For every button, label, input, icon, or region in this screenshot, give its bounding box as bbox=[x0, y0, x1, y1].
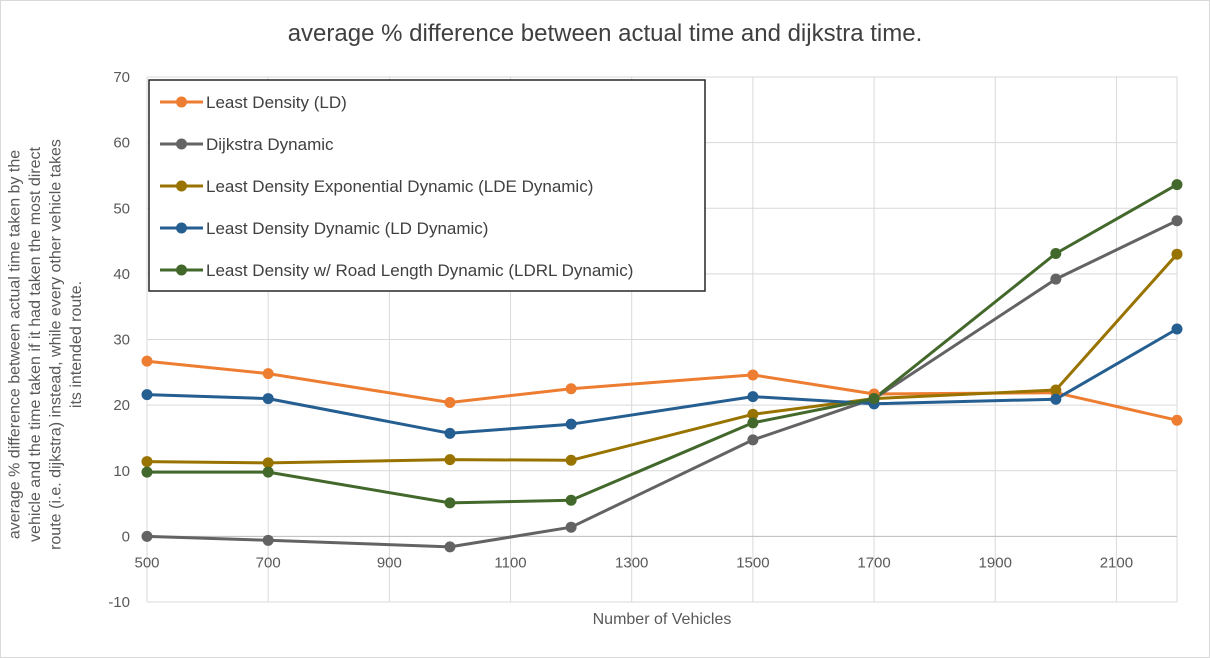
x-tick-label: 1900 bbox=[979, 554, 1012, 571]
data-point bbox=[141, 466, 153, 478]
series-lines bbox=[146, 183, 1179, 549]
data-point bbox=[444, 454, 456, 466]
legend-swatch-marker bbox=[176, 222, 187, 234]
y-axis-title-line: average % difference between actual time… bbox=[6, 150, 23, 539]
x-tick-labels: 500 700 900 1100 1300 1500 1700 1900 2100 bbox=[134, 554, 1133, 571]
data-point bbox=[868, 393, 880, 405]
y-tick-label: 0 bbox=[122, 528, 130, 545]
legend-swatch-marker bbox=[176, 264, 187, 276]
data-point bbox=[444, 397, 456, 408]
data-point bbox=[262, 466, 274, 478]
data-point bbox=[1171, 414, 1183, 426]
data-point bbox=[747, 408, 759, 420]
data-point bbox=[747, 391, 759, 403]
legend-label: Least Density Exponential Dynamic (LDE D… bbox=[206, 177, 593, 196]
legend-swatch-marker bbox=[176, 180, 187, 192]
data-point bbox=[1050, 273, 1062, 285]
x-axis-title: Number of Vehicles bbox=[593, 611, 732, 628]
y-axis-title-line: its intended route. bbox=[68, 281, 85, 408]
x-tick-label: 1100 bbox=[494, 554, 526, 571]
x-tick-label: 500 bbox=[134, 554, 159, 571]
legend-label: Least Density (LD) bbox=[206, 93, 347, 112]
legend-label: Least Density w/ Road Length Dynamic (LD… bbox=[206, 261, 633, 280]
data-point bbox=[1050, 393, 1062, 405]
data-point bbox=[262, 457, 274, 469]
data-point bbox=[141, 355, 153, 367]
x-tick-label: 1500 bbox=[736, 554, 769, 571]
y-tick-label: 50 bbox=[113, 200, 130, 217]
legend-label: Least Density Dynamic (LD Dynamic) bbox=[206, 219, 488, 238]
y-tick-label: -10 bbox=[108, 594, 130, 611]
data-point bbox=[747, 369, 759, 381]
x-tick-label: 700 bbox=[256, 554, 281, 571]
y-axis-title: average % difference between actual time… bbox=[6, 139, 85, 550]
y-axis-title-line: vehicle and the time taken if it had tak… bbox=[27, 147, 44, 542]
data-point bbox=[1050, 248, 1062, 260]
data-point bbox=[1171, 323, 1183, 335]
data-point bbox=[565, 454, 577, 466]
data-point bbox=[565, 494, 577, 506]
data-point bbox=[262, 534, 274, 546]
y-tick-label: 70 bbox=[113, 69, 130, 86]
x-tick-label: 1700 bbox=[857, 554, 890, 571]
data-point bbox=[747, 434, 759, 446]
y-axis-title-line: route (i.e. dijkstra) instead, while eve… bbox=[47, 139, 64, 550]
data-point bbox=[1171, 248, 1183, 260]
data-point bbox=[444, 427, 456, 439]
legend-swatch-marker bbox=[176, 96, 187, 108]
chart-title: average % difference between actual time… bbox=[287, 20, 923, 47]
data-point bbox=[444, 541, 456, 553]
data-point bbox=[1050, 384, 1062, 396]
data-point bbox=[747, 417, 759, 429]
series-line bbox=[147, 183, 1178, 505]
x-tick-label: 900 bbox=[377, 554, 402, 571]
y-tick-label: 10 bbox=[113, 463, 130, 480]
legend-box bbox=[148, 79, 706, 292]
y-tick-label: 30 bbox=[113, 332, 130, 349]
data-point bbox=[565, 521, 577, 533]
legend-swatch-marker bbox=[176, 138, 187, 150]
data-point bbox=[565, 383, 577, 395]
data-point bbox=[262, 368, 274, 380]
data-point bbox=[1171, 215, 1183, 227]
y-tick-label: 20 bbox=[113, 397, 130, 414]
data-point bbox=[141, 389, 153, 401]
y-tick-label: 40 bbox=[113, 266, 130, 283]
data-point bbox=[141, 456, 153, 468]
y-axis-title-text: average % difference between actual time… bbox=[6, 139, 85, 550]
legend-label: Dijkstra Dynamic bbox=[206, 135, 334, 154]
x-tick-label: 1300 bbox=[615, 554, 648, 571]
data-point bbox=[1171, 179, 1183, 191]
data-point bbox=[565, 418, 577, 430]
x-tick-label: 2100 bbox=[1100, 554, 1133, 571]
series-line bbox=[146, 219, 1178, 549]
y-tick-label: 60 bbox=[113, 135, 130, 152]
data-point bbox=[444, 497, 456, 509]
series-line bbox=[146, 327, 1178, 435]
legend: Least Density (LD) Dijkstra Dynamic Least … bbox=[148, 79, 706, 292]
y-tick-labels: -10 0 10 20 30 40 50 60 70 bbox=[108, 69, 130, 611]
data-point bbox=[262, 393, 274, 405]
series-points bbox=[141, 179, 1183, 553]
data-point bbox=[141, 530, 153, 542]
series-line bbox=[146, 253, 1179, 465]
